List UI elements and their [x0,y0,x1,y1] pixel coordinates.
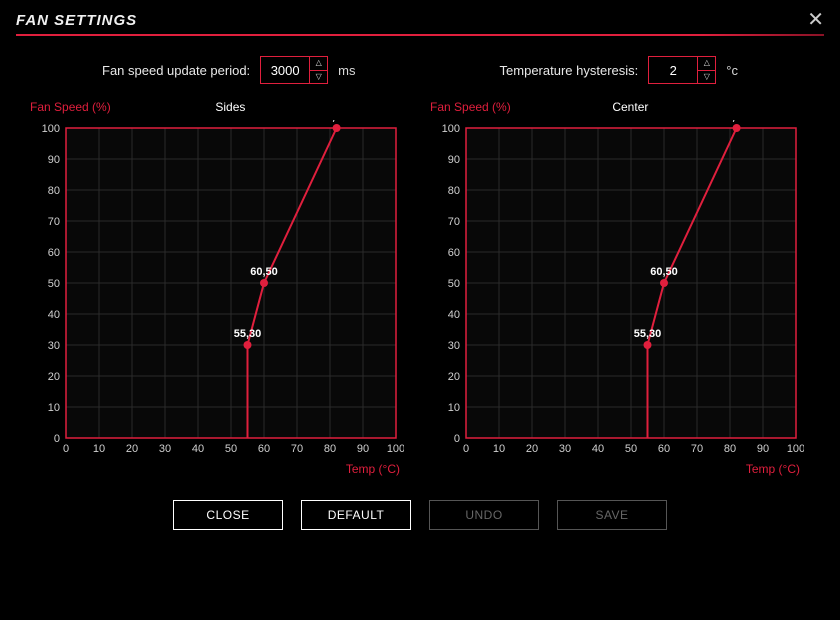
curve-point-label: 82,100 [320,120,354,123]
hysteresis-down-icon[interactable]: ▽ [698,71,715,84]
svg-text:60: 60 [258,443,270,455]
curve-point-label: 82,100 [720,120,754,123]
hysteresis-label: Temperature hysteresis: [500,63,639,78]
hysteresis-unit: °c [726,63,738,78]
update-period-unit: ms [338,63,355,78]
svg-text:60: 60 [48,247,60,259]
hysteresis-up-icon[interactable]: △ [698,57,715,71]
svg-text:100: 100 [787,443,804,455]
page-title: FAN SETTINGS [16,12,137,29]
chart-title: Center [511,100,810,114]
svg-text:10: 10 [93,443,105,455]
svg-text:50: 50 [625,443,637,455]
svg-text:10: 10 [448,402,460,414]
x-axis-label: Temp (°C) [430,462,804,476]
svg-text:30: 30 [559,443,571,455]
svg-text:30: 30 [448,340,460,352]
svg-text:40: 40 [192,443,204,455]
update-period-input[interactable] [261,57,309,83]
close-icon[interactable]: ✕ [807,10,824,30]
curve-point-label: 55,30 [234,328,262,340]
svg-text:40: 40 [448,309,460,321]
y-axis-label: Fan Speed (%) [430,100,511,114]
svg-text:100: 100 [387,443,404,455]
svg-text:90: 90 [448,154,460,166]
svg-text:30: 30 [159,443,171,455]
save-button[interactable]: SAVE [557,500,667,530]
curve-point-label: 60,50 [650,266,678,278]
svg-text:50: 50 [448,278,460,290]
x-axis-label: Temp (°C) [30,462,404,476]
svg-text:90: 90 [357,443,369,455]
curve-point[interactable] [660,279,668,287]
svg-text:40: 40 [592,443,604,455]
svg-text:80: 80 [48,185,60,197]
svg-text:30: 30 [48,340,60,352]
curve-point[interactable] [244,341,252,349]
chart-title: Sides [111,100,410,114]
curve-point-label: 55,30 [634,328,662,340]
update-period-stepper[interactable]: △ ▽ [260,56,328,84]
svg-text:100: 100 [442,123,460,135]
y-axis-label: Fan Speed (%) [30,100,111,114]
curve-point[interactable] [333,124,341,132]
curve-point[interactable] [733,124,741,132]
svg-text:20: 20 [126,443,138,455]
undo-button[interactable]: UNDO [429,500,539,530]
fan-curve-chart[interactable]: 0 10 20 30 40 50 60 70 80 90 100 0 10 20 30 40 50 60 70 80 9… [430,120,804,460]
svg-text:80: 80 [724,443,736,455]
svg-text:60: 60 [448,247,460,259]
svg-text:10: 10 [493,443,505,455]
hysteresis-input[interactable] [649,57,697,83]
svg-text:90: 90 [48,154,60,166]
default-button[interactable]: DEFAULT [301,500,411,530]
svg-text:70: 70 [448,216,460,228]
svg-text:0: 0 [463,443,469,455]
svg-text:70: 70 [291,443,303,455]
svg-text:80: 80 [324,443,336,455]
curve-point-label: 60,50 [250,266,278,278]
svg-text:0: 0 [54,433,60,445]
hysteresis-stepper[interactable]: △ ▽ [648,56,716,84]
update-period-label: Fan speed update period: [102,63,250,78]
svg-text:70: 70 [48,216,60,228]
svg-text:20: 20 [48,371,60,383]
svg-text:10: 10 [48,402,60,414]
svg-text:50: 50 [225,443,237,455]
svg-text:80: 80 [448,185,460,197]
svg-text:20: 20 [448,371,460,383]
svg-text:100: 100 [42,123,60,135]
fan-curve-chart[interactable]: 0 10 20 30 40 50 60 70 80 90 100 0 10 20 30 40 50 60 70 80 9… [30,120,404,460]
svg-text:50: 50 [48,278,60,290]
curve-point[interactable] [260,279,268,287]
svg-text:0: 0 [63,443,69,455]
svg-text:0: 0 [454,433,460,445]
close-button[interactable]: CLOSE [173,500,283,530]
svg-text:40: 40 [48,309,60,321]
update-period-up-icon[interactable]: △ [310,57,327,71]
header-divider [16,34,824,36]
curve-point[interactable] [644,341,652,349]
update-period-down-icon[interactable]: ▽ [310,71,327,84]
svg-text:90: 90 [757,443,769,455]
svg-text:70: 70 [691,443,703,455]
svg-text:60: 60 [658,443,670,455]
svg-text:20: 20 [526,443,538,455]
